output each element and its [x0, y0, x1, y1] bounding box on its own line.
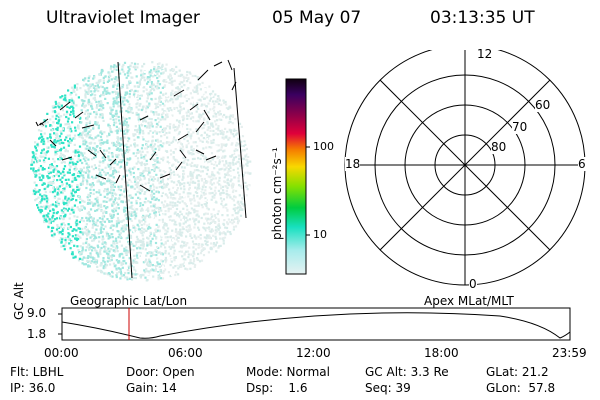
- meridian-line: [233, 67, 247, 219]
- colorbar-tick-10: 10: [313, 228, 327, 241]
- status-filter: Flt: LBHL: [10, 365, 64, 379]
- auroral-emission-speckles: [30, 61, 252, 282]
- altitude-plot-frame: [61, 307, 571, 341]
- status-seq: Seq: 39: [365, 381, 411, 395]
- mlt-label-0: 0: [469, 277, 477, 291]
- lat-label-60: 60: [535, 98, 551, 112]
- time-tick-1800: 18:00: [424, 346, 459, 360]
- color-scale-bar: [285, 78, 310, 275]
- status-dsp: Dsp: 1.6: [246, 381, 308, 395]
- status-mode: Mode: Normal: [246, 365, 330, 379]
- time-tick-1200: 12:00: [296, 346, 331, 360]
- date-label: 05 May 07: [272, 8, 362, 28]
- status-glat: GLat: 21.2: [486, 365, 549, 379]
- lat-label-80: 80: [491, 140, 507, 154]
- uv-earth-image: ^: [30, 59, 252, 282]
- geographic-projection-label: Geographic Lat/Lon: [70, 294, 188, 308]
- lat-label-70: 70: [512, 120, 528, 134]
- status-glon: GLon: 57.8: [486, 381, 556, 395]
- mlt-label-6: 6: [578, 157, 586, 171]
- time-tick-2359: 23:59: [552, 346, 587, 360]
- apex-projection-label: Apex MLat/MLT: [424, 294, 514, 308]
- time-tick-0000: 00:00: [44, 346, 79, 360]
- limb-marker: ^: [37, 122, 45, 133]
- meridian-line: [117, 61, 133, 279]
- status-gc-alt: GC Alt: 3.3 Re: [365, 365, 449, 379]
- altitude-tick-9: 9.0: [27, 306, 47, 320]
- status-ip: IP: 36.0: [10, 381, 56, 395]
- altitude-timeline-plot: [58, 307, 571, 341]
- instrument-title: Ultraviolet Imager: [46, 8, 200, 28]
- status-gain: Gain: 14: [126, 381, 177, 395]
- time-label: 03:13:35 UT: [430, 8, 535, 28]
- colorbar-unit-label: photon cm⁻²s⁻¹: [270, 147, 284, 240]
- colorbar-tick-100: 100: [313, 140, 334, 153]
- status-door: Door: Open: [126, 365, 195, 379]
- mlt-label-18: 18: [345, 157, 361, 171]
- altitude-tick-1-8: 1.8: [27, 327, 47, 341]
- mlt-label-12: 12: [477, 47, 493, 61]
- coastline-dashes: [35, 59, 237, 192]
- color-gradient: [285, 78, 307, 275]
- polar-grid-plot: [344, 50, 586, 286]
- altitude-axis-label: GC Alt: [12, 282, 26, 320]
- orbit-altitude-curve: [61, 312, 571, 339]
- time-tick-0600: 06:00: [168, 346, 203, 360]
